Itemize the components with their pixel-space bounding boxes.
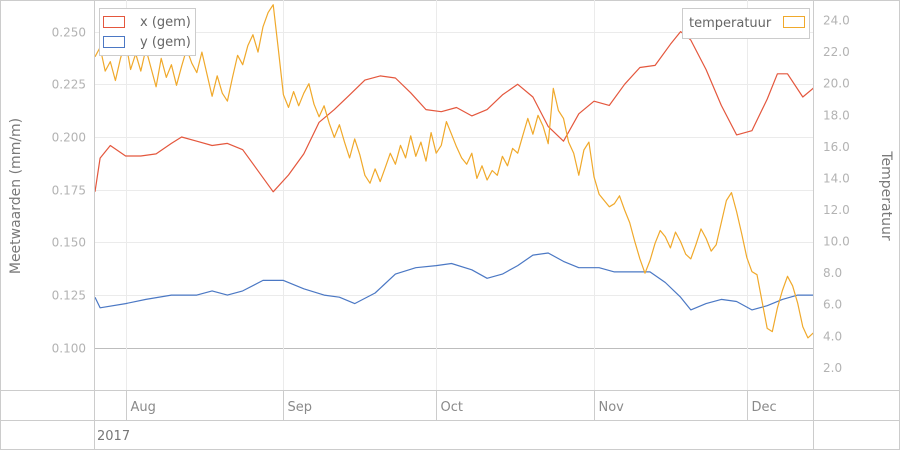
left-tick-label: 0.200 <box>52 131 86 145</box>
left-tick-label: 0.100 <box>52 342 86 356</box>
right-tick-label: 12.0 <box>823 203 850 217</box>
left-tick-label: 0.175 <box>52 184 86 198</box>
series-line-temperatuur <box>95 4 813 339</box>
x-axis-ticks: Aug Sep Oct Nov Dec <box>126 390 777 420</box>
left-tick-label: 0.225 <box>52 78 86 92</box>
right-tick-label: 18.0 <box>823 108 850 122</box>
legend-swatch-y <box>103 36 125 48</box>
left-tick-label: 0.150 <box>52 236 86 250</box>
right-tick-label: 22.0 <box>823 45 850 59</box>
right-tick-label: 10.0 <box>823 235 850 249</box>
legend-label-x: x (gem) <box>140 15 191 30</box>
legend-right: temperatuur <box>682 8 810 39</box>
right-tick-label: 24.0 <box>823 14 850 28</box>
series-line-ygem <box>95 252 813 311</box>
right-tick-label: 4.0 <box>823 329 842 343</box>
right-tick-label: 20.0 <box>823 77 850 91</box>
right-axis-ticks: 2.0 4.0 6.0 8.0 10.0 12.0 14.0 16.0 18.0 20.0 22.0… <box>823 14 850 375</box>
legend-swatch-temperatuur <box>783 16 805 28</box>
legend-label-temperatuur: temperatuur <box>689 16 772 31</box>
right-tick-label: 8.0 <box>823 266 842 280</box>
right-tick-label: 16.0 <box>823 140 850 154</box>
right-tick-label: 14.0 <box>823 171 850 185</box>
right-axis-title: Temperatuur <box>878 150 894 240</box>
left-axis-title: Meetwaarden (mm/m) <box>8 118 24 274</box>
legend-swatch-x <box>103 16 125 28</box>
series-line-xgem <box>95 31 813 193</box>
x-tick-label: Oct <box>441 400 463 415</box>
right-tick-label: 2.0 <box>823 361 842 375</box>
x-tick-label: Aug <box>131 400 156 415</box>
x-tick-label: Sep <box>288 400 313 415</box>
year-label: 2017 <box>97 429 130 444</box>
left-tick-label: 0.125 <box>52 289 86 303</box>
plot-area <box>95 4 813 339</box>
legend-left: x (gem) y (gem) <box>99 8 196 56</box>
left-axis-ticks: 0.100 0.125 0.150 0.175 0.200 0.225 0.250 <box>52 26 86 356</box>
legend-label-y: y (gem) <box>140 35 191 50</box>
x-tick-label: Dec <box>752 400 777 415</box>
right-tick-label: 6.0 <box>823 298 842 312</box>
x-tick-label: Nov <box>599 400 625 415</box>
left-tick-label: 0.250 <box>52 26 86 40</box>
